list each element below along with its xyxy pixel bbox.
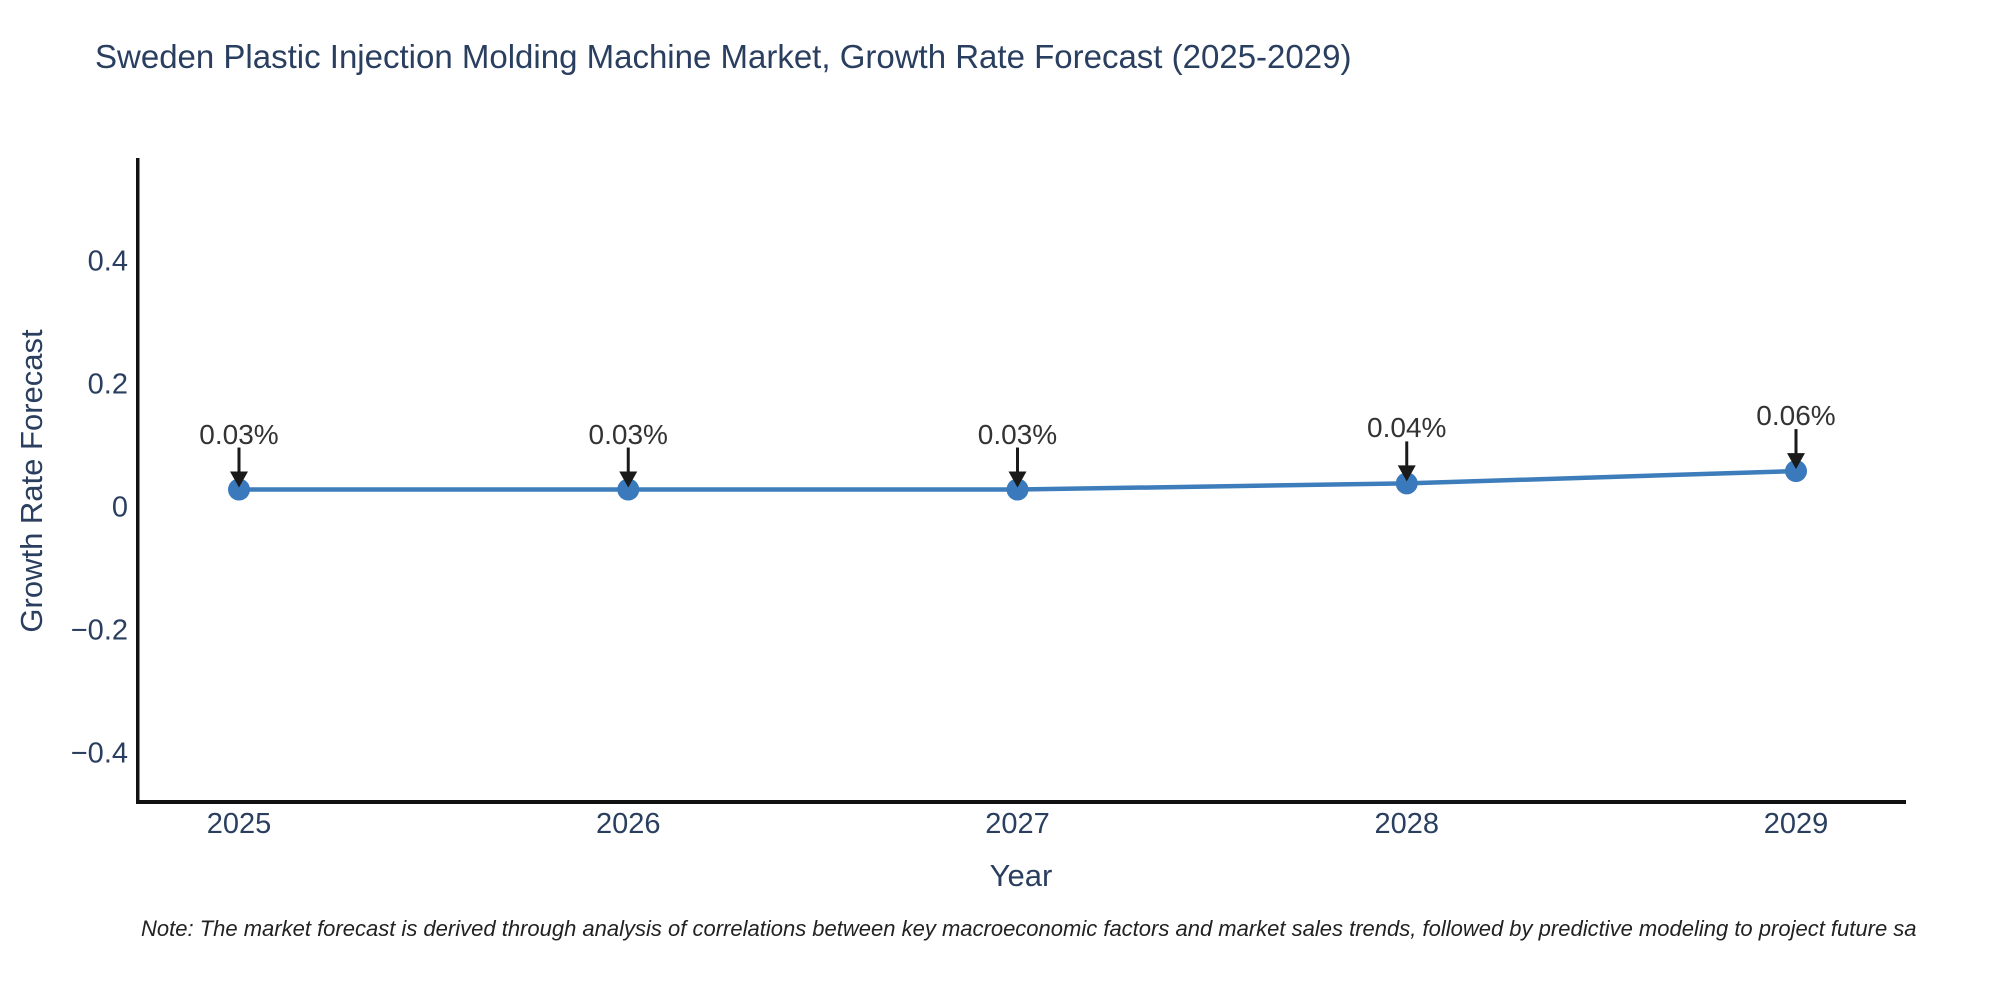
- y-tick-label: −0.2: [70, 614, 128, 647]
- point-value-label: 0.03%: [588, 418, 668, 450]
- annotation-arrowhead: [230, 471, 248, 488]
- y-tick-label: 0: [111, 491, 128, 524]
- data-point-marker: [228, 478, 250, 501]
- x-tick-label: 2025: [206, 808, 272, 840]
- chart-title: Sweden Plastic Injection Molding Machine…: [95, 38, 1352, 75]
- data-point-marker: [1006, 478, 1029, 501]
- point-value-label: 0.06%: [1756, 400, 1836, 432]
- y-tick-label: 0.2: [87, 368, 128, 401]
- point-value-label: 0.03%: [977, 418, 1058, 450]
- data-point-marker: [1395, 472, 1418, 495]
- point-value-label: 0.03%: [199, 418, 279, 450]
- x-tick-label: 2028: [1374, 808, 1440, 840]
- y-axis-title: Growth Rate Forecast: [14, 329, 49, 633]
- y-tick-label: 0.4: [87, 245, 128, 278]
- annotation-arrowhead: [1008, 471, 1027, 488]
- annotation-arrowhead: [619, 471, 638, 488]
- x-tick-label: 2026: [595, 808, 661, 840]
- footnote: Note: The market forecast is derived thr…: [141, 916, 1917, 941]
- x-tick-label: 2027: [985, 808, 1050, 840]
- y-axis-line: [136, 158, 140, 804]
- x-tick-label: 2029: [1763, 808, 1829, 840]
- data-point-marker: [1785, 460, 1807, 483]
- data-point-marker: [617, 478, 640, 501]
- x-axis-title: Year: [989, 858, 1053, 893]
- y-tick-label: −0.4: [70, 737, 128, 770]
- point-value-label: 0.04%: [1367, 412, 1447, 444]
- annotation-arrowhead: [1787, 453, 1805, 470]
- annotation-arrowhead: [1397, 465, 1416, 482]
- x-axis-line: [136, 800, 1906, 804]
